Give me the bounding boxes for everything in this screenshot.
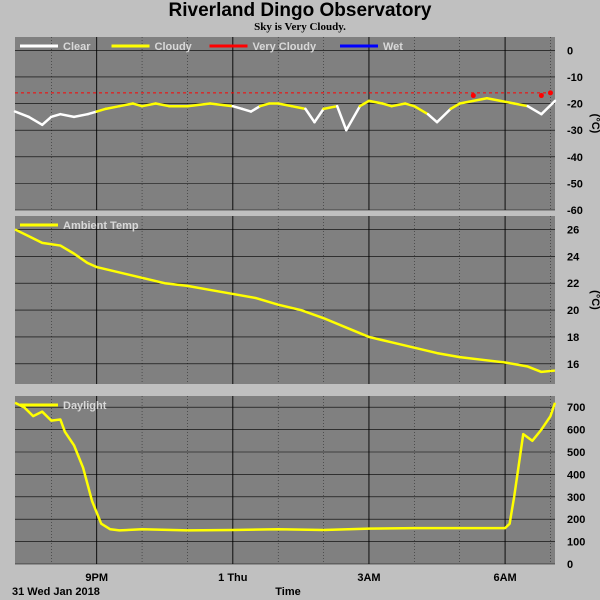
sky-temp-segment <box>367 99 384 105</box>
sky-temp-segment <box>381 102 393 108</box>
sky-temp-segment <box>118 102 135 108</box>
y-tick-label: 700 <box>567 402 585 414</box>
sky-temp-segment <box>404 102 416 108</box>
sky-temp-segment <box>13 110 30 119</box>
sky-temp-segment <box>540 99 557 116</box>
y-tick-label: 20 <box>567 305 579 317</box>
sky-temp-segment <box>322 104 339 111</box>
very-cloudy-point <box>547 90 553 96</box>
sky-temp-segment <box>131 102 144 108</box>
y-axis-unit-label: (°C) <box>589 114 600 134</box>
date-label: 31 Wed Jan 2018 <box>12 586 100 598</box>
sky-temp-segment <box>499 99 516 105</box>
sky-temp-segment <box>27 115 44 127</box>
very-cloudy-point <box>470 93 476 99</box>
legend-label: Cloudy <box>155 41 193 53</box>
sky-temp-segment <box>95 107 108 113</box>
y-tick-label: -30 <box>567 125 583 137</box>
x-tick-label: 3AM <box>357 572 380 584</box>
legend-label: Wet <box>383 41 403 53</box>
sky-temp-segment <box>249 104 262 113</box>
sky-temp-segment <box>240 107 253 113</box>
sky-temp-segment <box>140 102 157 108</box>
y-tick-label: 300 <box>567 492 585 504</box>
legend-label: Ambient Temp <box>63 220 139 232</box>
plot-area-ambient <box>15 216 555 384</box>
sky-temp-segment <box>390 102 407 108</box>
sky-temp-segment <box>104 104 121 111</box>
legend-label: Very Cloudy <box>253 41 317 53</box>
y-axis-unit-label: (°C) <box>589 290 600 310</box>
sky-temp-segment <box>413 104 430 116</box>
y-tick-label: 0 <box>567 559 573 571</box>
very-cloudy-point <box>538 93 544 99</box>
sky-temp-segment <box>208 102 235 108</box>
sky-temp-segment <box>258 102 271 108</box>
sky-temp-segment <box>435 107 452 124</box>
sky-temp-segment <box>512 102 530 108</box>
sky-temp-segment <box>59 112 76 119</box>
y-tick-label: 0 <box>567 45 573 57</box>
sky-temp-segment <box>426 112 439 124</box>
sky-temp-segment <box>276 102 294 108</box>
sky-temp-segment <box>313 107 325 124</box>
plot-area-sky <box>15 37 555 210</box>
sky-temp-segment <box>231 104 244 111</box>
sky-temp-segment <box>40 115 53 127</box>
y-tick-label: 500 <box>567 447 585 459</box>
y-tick-label: 22 <box>567 278 579 290</box>
y-tick-label: -20 <box>567 99 583 111</box>
x-tick-label: 6AM <box>493 572 516 584</box>
page-title: Riverland Dingo Observatory <box>168 0 432 21</box>
sky-temp-segment <box>526 104 543 116</box>
sky-temp-segment <box>358 99 371 108</box>
sky-temp-segment <box>304 107 316 124</box>
sky-temp-segment <box>50 112 62 119</box>
y-tick-label: -10 <box>567 72 583 84</box>
y-tick-label: 200 <box>567 514 585 526</box>
y-tick-label: -60 <box>567 205 583 217</box>
y-tick-label: 100 <box>567 537 585 549</box>
y-tick-label: 24 <box>567 251 580 263</box>
y-tick-label: 18 <box>567 332 579 344</box>
y-tick-label: -50 <box>567 178 583 190</box>
sky-temp-segment <box>485 96 502 103</box>
sky-temp-segment <box>458 99 475 105</box>
y-tick-label: 26 <box>567 224 579 236</box>
y-tick-label: 16 <box>567 359 579 371</box>
sky-temp-segment <box>154 102 171 108</box>
sky-temp-segment <box>345 104 362 132</box>
legend-label: Daylight <box>63 400 107 412</box>
sky-temp-segment <box>472 96 489 103</box>
daylight-series-line <box>14 401 557 532</box>
sky-status-subtitle: Sky is Very Cloudy. <box>254 21 346 33</box>
plot-area-daylight <box>15 396 555 564</box>
y-tick-label: 400 <box>567 469 585 481</box>
legend-label: Clear <box>63 41 91 53</box>
ambient-series-line <box>14 228 556 374</box>
sky-temp-segment <box>290 104 307 111</box>
sky-temp-segment <box>449 102 461 111</box>
time-axis-label: Time <box>275 586 300 598</box>
sky-temp-segment <box>86 110 98 116</box>
y-tick-label: -40 <box>567 152 583 164</box>
sky-temp-segment <box>186 102 212 108</box>
y-tick-label: 600 <box>567 425 585 437</box>
sky-temp-segment <box>335 104 348 132</box>
x-tick-label: 9PM <box>85 572 108 584</box>
x-tick-label: 1 Thu <box>218 572 247 584</box>
sky-temp-segment <box>72 112 89 119</box>
